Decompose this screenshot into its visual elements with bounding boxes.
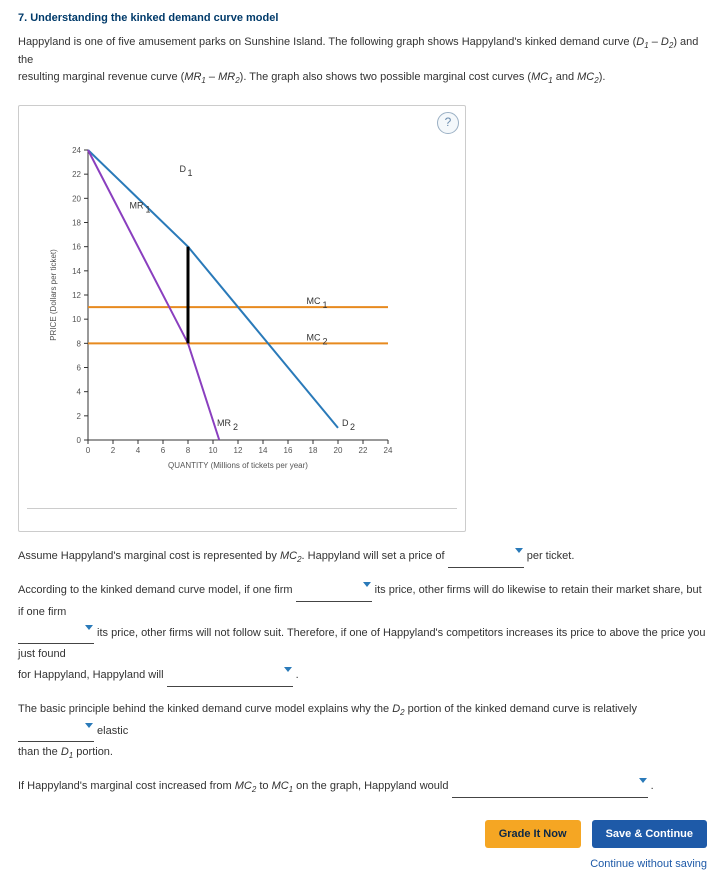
question-3: The basic principle behind the kinked de…	[18, 699, 707, 764]
grade-button[interactable]: Grade It Now	[485, 820, 581, 848]
svg-text:8: 8	[186, 446, 191, 455]
svg-text:8: 8	[77, 339, 82, 348]
svg-text:22: 22	[72, 170, 81, 179]
svg-text:16: 16	[72, 243, 81, 252]
svg-text:20: 20	[72, 194, 81, 203]
save-continue-button[interactable]: Save & Continue	[592, 820, 707, 848]
svg-text:18: 18	[72, 218, 81, 227]
svg-text:D: D	[342, 418, 349, 428]
svg-text:12: 12	[72, 291, 81, 300]
svg-text:12: 12	[234, 446, 243, 455]
svg-text:MR: MR	[217, 418, 231, 428]
svg-text:4: 4	[136, 446, 141, 455]
question-intro: Happyland is one of five amusement parks…	[18, 34, 707, 87]
svg-text:MR: MR	[130, 200, 144, 210]
svg-text:2: 2	[233, 422, 238, 432]
button-row: Grade It Now Save & Continue	[18, 820, 707, 848]
svg-text:2: 2	[111, 446, 116, 455]
svg-text:14: 14	[72, 267, 81, 276]
svg-text:10: 10	[72, 315, 81, 324]
svg-text:0: 0	[77, 436, 82, 445]
svg-text:0: 0	[86, 446, 91, 455]
svg-text:2: 2	[350, 422, 355, 432]
svg-text:D: D	[180, 164, 187, 174]
svg-text:20: 20	[334, 446, 343, 455]
svg-text:22: 22	[359, 446, 368, 455]
kinked-demand-chart: 0022446688101012121414161618182020222224…	[33, 132, 443, 492]
question-1: Assume Happyland's marginal cost is repr…	[18, 546, 707, 568]
svg-text:24: 24	[72, 146, 81, 155]
question-2: According to the kinked demand curve mod…	[18, 580, 707, 687]
svg-text:1: 1	[188, 168, 193, 178]
svg-text:QUANTITY (Millions of tickets: QUANTITY (Millions of tickets per year)	[168, 461, 308, 470]
svg-text:14: 14	[259, 446, 268, 455]
svg-text:2: 2	[323, 336, 328, 346]
panel-divider	[27, 508, 457, 509]
help-button[interactable]: ?	[437, 112, 459, 134]
svg-text:MC: MC	[307, 296, 321, 306]
q3-dropdown[interactable]	[18, 721, 94, 743]
svg-text:PRICE (Dollars per ticket): PRICE (Dollars per ticket)	[49, 249, 58, 341]
q2-dropdown-1[interactable]	[296, 580, 372, 602]
q4-dropdown[interactable]	[452, 776, 648, 798]
svg-text:1: 1	[146, 204, 151, 214]
continue-without-saving-link[interactable]: Continue without saving	[18, 858, 707, 870]
svg-text:2: 2	[77, 412, 82, 421]
svg-text:16: 16	[284, 446, 293, 455]
question-4: If Happyland's marginal cost increased f…	[18, 776, 707, 798]
question-title: 7. Understanding the kinked demand curve…	[18, 12, 707, 24]
svg-text:MC: MC	[307, 332, 321, 342]
svg-text:24: 24	[384, 446, 393, 455]
svg-text:1: 1	[323, 300, 328, 310]
q2-dropdown-3[interactable]	[167, 665, 293, 687]
svg-text:10: 10	[209, 446, 218, 455]
q1-price-dropdown[interactable]	[448, 546, 524, 568]
svg-text:4: 4	[77, 388, 82, 397]
svg-text:6: 6	[77, 363, 82, 372]
svg-text:6: 6	[161, 446, 166, 455]
q2-dropdown-2[interactable]	[18, 623, 94, 645]
chart-panel: ? 00224466881010121214141616181820202222…	[18, 105, 466, 532]
svg-text:18: 18	[309, 446, 318, 455]
